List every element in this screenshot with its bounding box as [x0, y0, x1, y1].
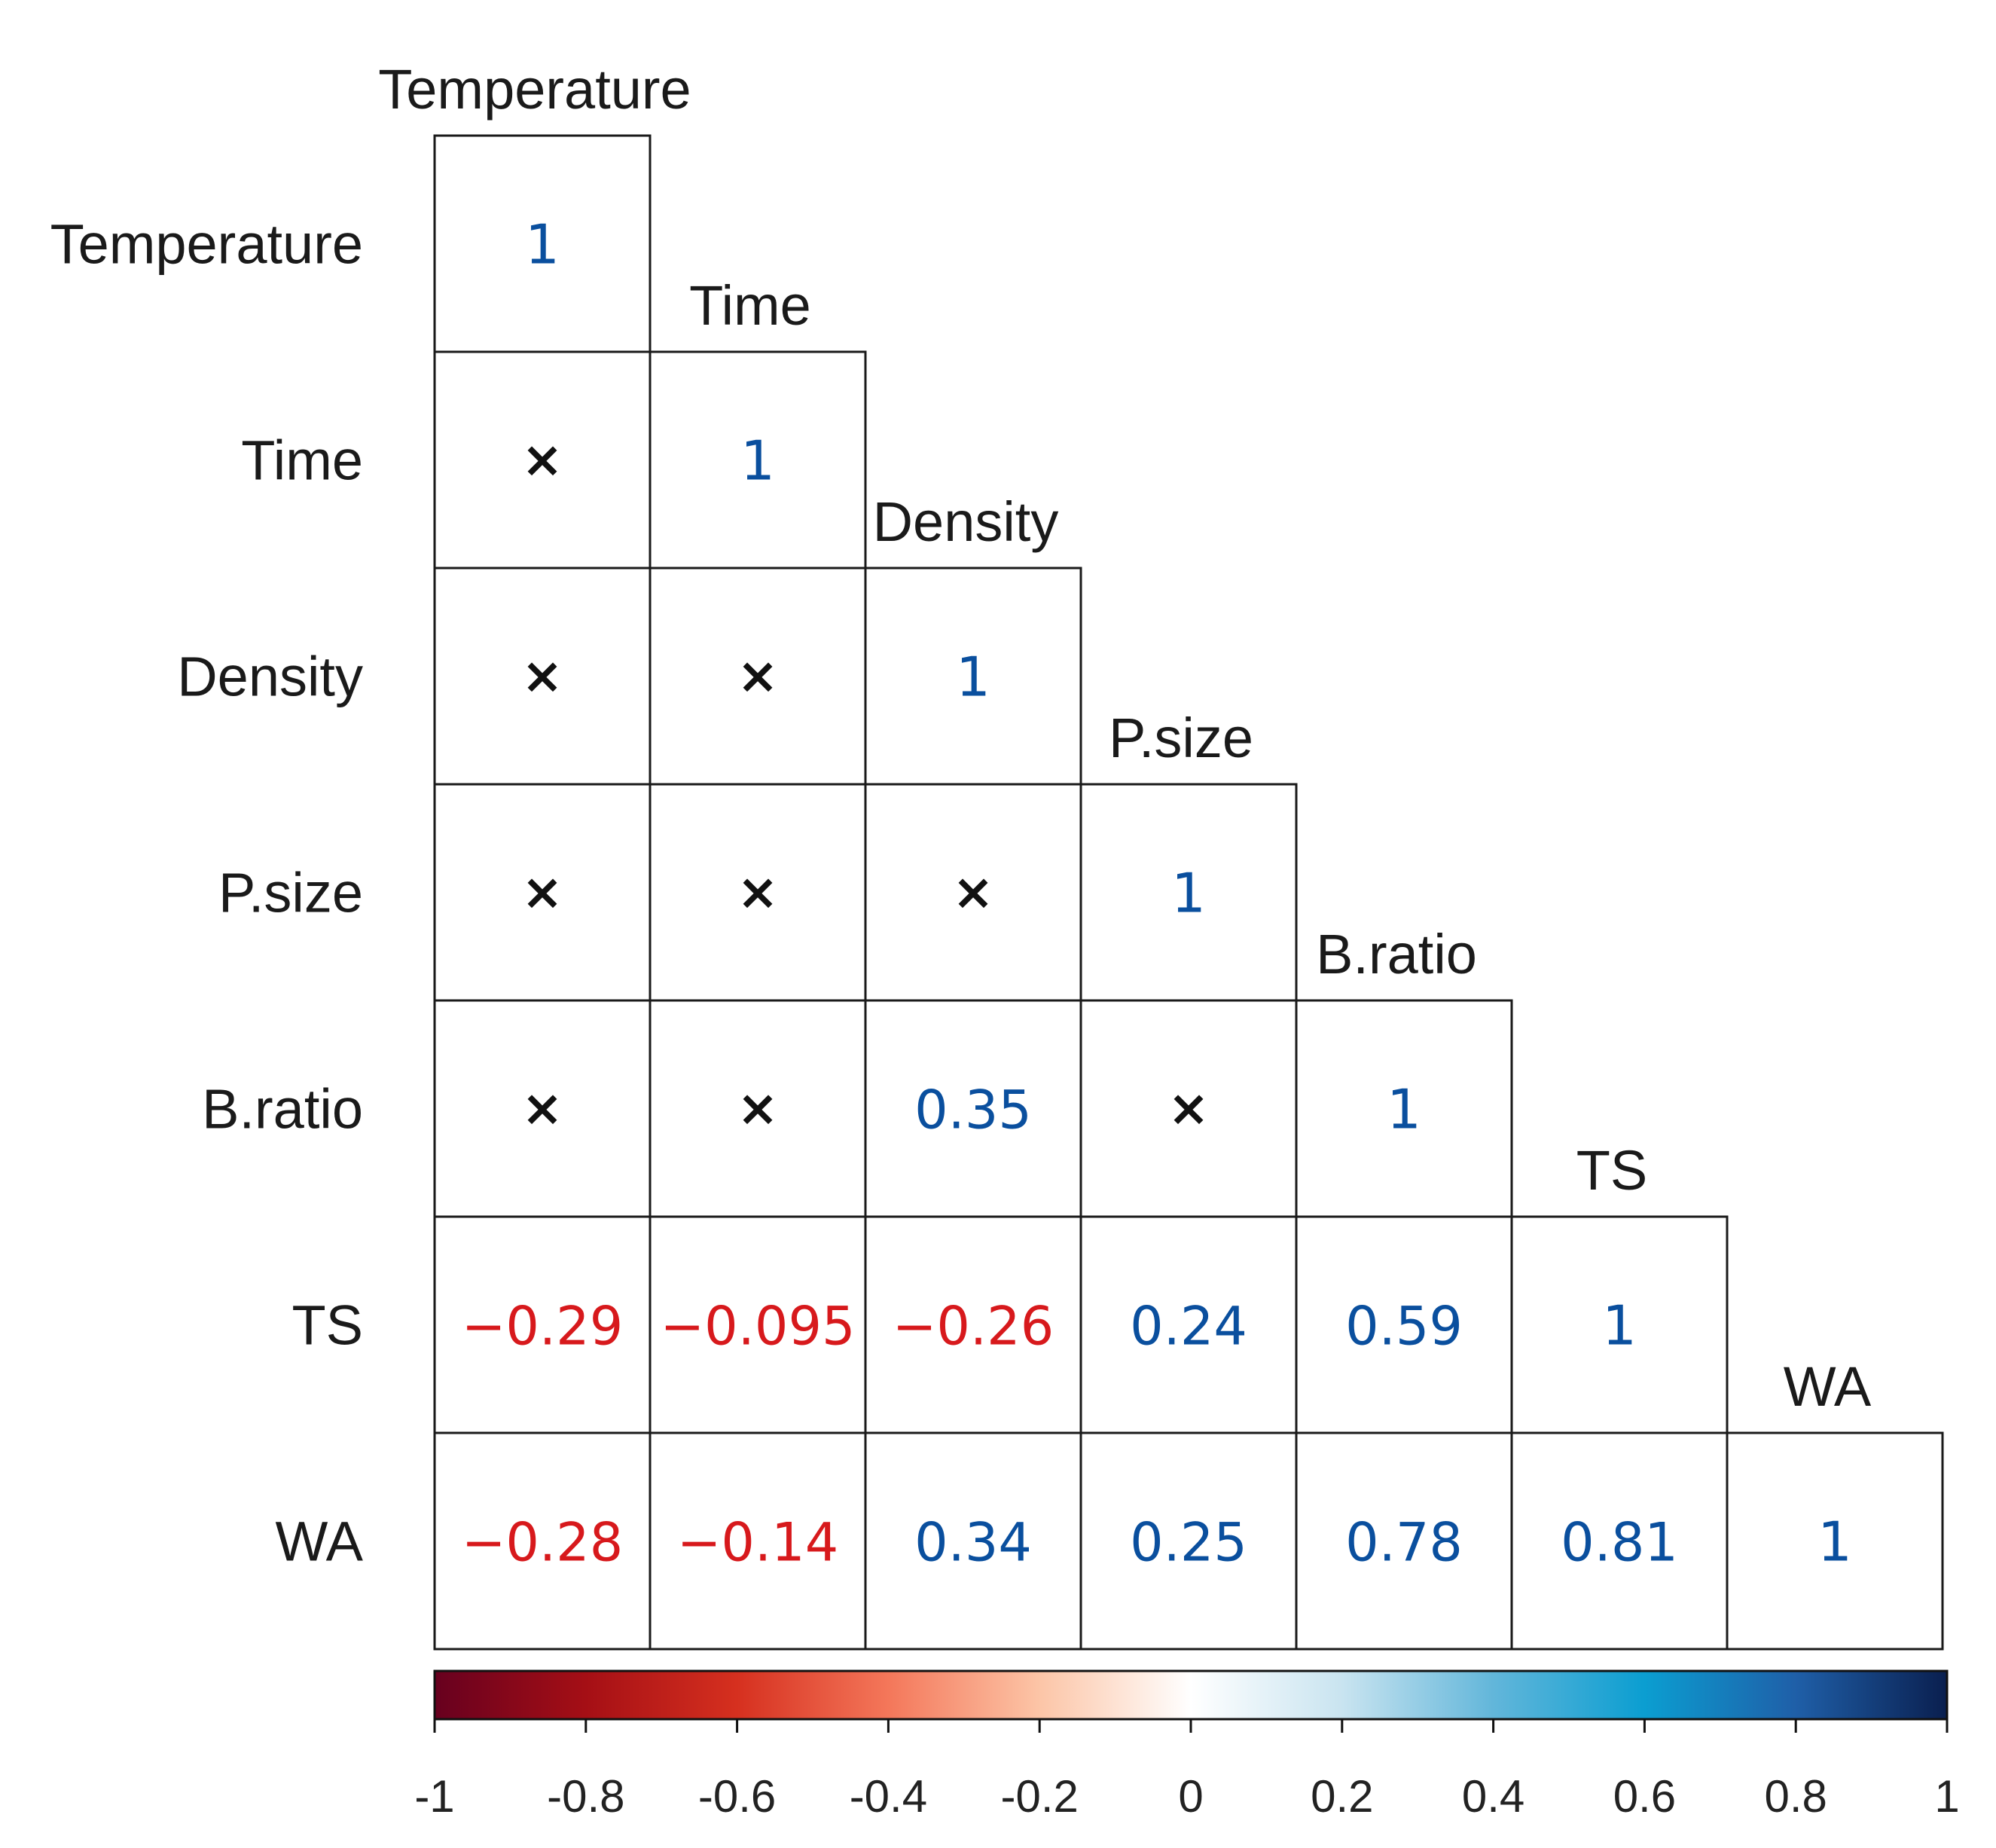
colorbar-tick-label-4: -0.2 — [1001, 1771, 1079, 1822]
column-label-b-ratio: B.ratio — [1316, 923, 1477, 985]
column-label-p-size: P.size — [1109, 707, 1253, 769]
value-label-density-density: 1 — [956, 646, 990, 709]
cross-mark-b-ratio-temperature: × — [521, 1080, 563, 1138]
row-label-temperature: Temperature — [50, 213, 363, 276]
value-label-p-size-p-size: 1 — [1171, 862, 1206, 925]
cross-mark-density-time: × — [737, 647, 778, 705]
row-label-wa: WA — [276, 1510, 364, 1573]
matrix-grid — [433, 134, 1944, 1651]
cell-ts-density — [864, 1215, 1082, 1434]
value-label-wa-b-ratio: 0.78 — [1345, 1512, 1463, 1574]
colorbar-tick-label-5: 0 — [1178, 1771, 1203, 1822]
cell-time-time — [649, 350, 867, 570]
cell-p-size-time — [649, 783, 867, 1002]
cell-density-time — [649, 567, 867, 786]
cross-mark-density-temperature: × — [521, 647, 563, 705]
column-label-wa: WA — [1784, 1355, 1872, 1418]
cell-wa-time — [649, 1431, 867, 1651]
value-label-b-ratio-density: 0.35 — [914, 1080, 1032, 1141]
value-label-wa-wa: 1 — [1817, 1510, 1852, 1574]
value-label-wa-ts: 0.81 — [1561, 1512, 1678, 1574]
value-label-time-time: 1 — [740, 429, 775, 493]
cell-wa-wa — [1726, 1431, 1944, 1651]
column-label-time: Time — [689, 274, 811, 337]
cell-time-temperature — [433, 350, 652, 570]
column-label-density: Density — [873, 490, 1059, 553]
cell-density-temperature — [433, 567, 652, 786]
value-label-ts-b-ratio: 0.59 — [1345, 1296, 1463, 1358]
cross-mark-p-size-temperature: × — [521, 863, 563, 921]
cell-b-ratio-p-size — [1079, 999, 1298, 1218]
value-label-temperature-temperature: 1 — [525, 213, 560, 276]
value-label-wa-p-size: 0.25 — [1130, 1512, 1247, 1574]
cell-b-ratio-density — [864, 999, 1082, 1218]
cross-mark-time-temperature: × — [521, 431, 563, 489]
cell-wa-temperature — [433, 1431, 652, 1651]
value-label-b-ratio-b-ratio: 1 — [1387, 1078, 1421, 1141]
colorbar-tick-label-7: 0.4 — [1462, 1771, 1524, 1822]
row-label-p-size: P.size — [218, 862, 363, 924]
colorbar: -1 -0.8 -0.6 -0.4 -0.2 0 0.2 0.4 0.6 0.8 1 — [414, 1669, 1960, 1822]
matrix-values: 1 × 1 × × 1 × × × 1 × × 0.35 × 1 −0.29 −0.095 −0.26 0.24 0.… — [462, 213, 1852, 1574]
colorbar-tick-label-10: 1 — [1934, 1771, 1959, 1822]
cell-ts-b-ratio — [1295, 1215, 1513, 1434]
cell-ts-ts — [1510, 1215, 1729, 1434]
colorbar-tick-label-9: 0.8 — [1764, 1771, 1827, 1822]
row-label-b-ratio: B.ratio — [202, 1078, 363, 1141]
cell-temperature-temperature — [433, 134, 652, 353]
row-label-density: Density — [177, 646, 363, 708]
colorbar-tick-label-6: 0.2 — [1311, 1771, 1373, 1822]
colorbar-tick-label-0: -1 — [414, 1771, 454, 1822]
colorbar-tick-label-1: -0.8 — [547, 1771, 624, 1822]
cell-p-size-p-size — [1079, 783, 1298, 1002]
row-label-time: Time — [241, 429, 363, 492]
cross-mark-p-size-time: × — [737, 863, 778, 921]
cell-ts-p-size — [1079, 1215, 1298, 1434]
value-label-wa-temperature: −0.28 — [462, 1512, 624, 1574]
value-label-ts-density: −0.26 — [893, 1296, 1054, 1358]
column-labels: Temperature Time Density P.size B.ratio TS WA — [378, 58, 1872, 1418]
colorbar-tick-label-3: -0.4 — [850, 1771, 927, 1822]
value-label-ts-temperature: −0.29 — [462, 1296, 624, 1358]
value-label-wa-density: 0.34 — [914, 1512, 1032, 1574]
value-label-ts-p-size: 0.24 — [1130, 1296, 1247, 1358]
value-label-ts-ts: 1 — [1602, 1294, 1637, 1358]
cell-ts-time — [649, 1215, 867, 1434]
cross-mark-p-size-density: × — [952, 863, 993, 921]
cell-density-density — [864, 567, 1082, 786]
cell-wa-ts — [1510, 1431, 1729, 1651]
row-labels: Temperature Time Density P.size B.ratio TS WA — [50, 213, 364, 1573]
row-label-ts: TS — [291, 1294, 363, 1357]
value-label-ts-time: −0.095 — [660, 1296, 855, 1358]
cell-wa-p-size — [1079, 1431, 1298, 1651]
column-label-temperature: Temperature — [378, 58, 691, 121]
cell-ts-temperature — [433, 1215, 652, 1434]
cross-mark-b-ratio-p-size: × — [1167, 1080, 1209, 1138]
value-label-wa-time: −0.14 — [677, 1512, 839, 1574]
cell-b-ratio-time — [649, 999, 867, 1218]
colorbar-tick-label-2: -0.6 — [698, 1771, 776, 1822]
cross-mark-b-ratio-time: × — [737, 1080, 778, 1138]
column-label-ts: TS — [1576, 1139, 1648, 1202]
colorbar-tick-label-8: 0.6 — [1613, 1771, 1676, 1822]
colorbar-gradient — [433, 1669, 1949, 1721]
cell-b-ratio-b-ratio — [1295, 999, 1513, 1218]
